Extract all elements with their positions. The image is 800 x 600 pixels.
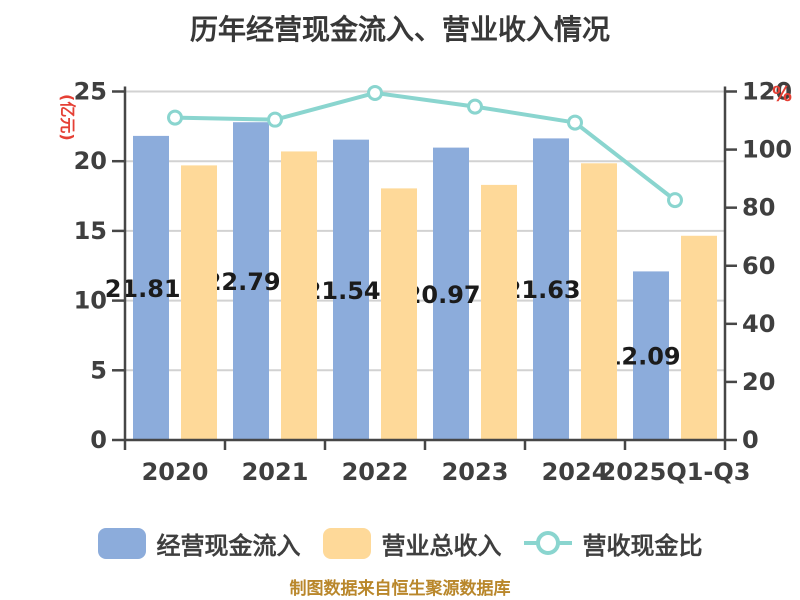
bar-revenue-2024 (581, 163, 617, 440)
bar-cash-inflow-2023 (433, 147, 469, 440)
legend-swatch-cash-ratio-line-marker-icon (523, 528, 572, 559)
legend-item-operating-cash-inflow: 经营现金流入 (97, 526, 301, 561)
chart-legend: 经营现金流入 营业总收入 营收现金比 (0, 521, 800, 565)
legend-label-revenue: 营业总收入 (381, 531, 502, 560)
x-category-label-2025Q1-Q3: 2025Q1-Q3 (600, 458, 751, 486)
right-tick-label-20: 20 (742, 368, 775, 396)
left-tick-label-5: 5 (90, 356, 107, 384)
cash-ratio-marker-2020 (167, 109, 183, 126)
left-axis-unit-label: (亿元) (58, 94, 77, 141)
cash-ratio-marker-2021 (267, 111, 283, 128)
left-tick-label-15: 15 (74, 217, 107, 245)
bar-revenue-2021 (281, 151, 317, 440)
chart-title: 历年经营现金流入、营业收入情况 (189, 13, 610, 46)
bar-revenue-2025Q1-Q3 (681, 235, 717, 440)
right-tick-label-100: 100 (742, 136, 792, 164)
bar-cash-inflow-2025Q1-Q3 (633, 271, 669, 440)
cash-ratio-marker-2024 (567, 114, 583, 131)
bar-revenue-2020 (181, 165, 217, 440)
left-tick-label-0: 0 (90, 426, 107, 454)
legend-swatch-cash-inflow (97, 527, 146, 559)
left-tick-label-10: 10 (74, 287, 107, 315)
bar-revenue-2023 (481, 184, 517, 440)
legend-item-cash-ratio: 营收现金比 (523, 526, 703, 561)
x-category-label-2024: 2024 (542, 458, 609, 486)
right-axis-unit-label: % (772, 82, 792, 106)
x-category-label-2023: 2023 (442, 458, 509, 486)
legend-label-cash-ratio: 营收现金比 (582, 531, 703, 560)
legend-item-total-revenue: 营业总收入 (322, 526, 502, 561)
legend-label-cash-inflow: 经营现金流入 (156, 531, 301, 560)
x-category-label-2022: 2022 (342, 458, 409, 486)
bar-revenue-2022 (381, 188, 417, 440)
right-tick-label-120: 120 (742, 78, 792, 106)
x-category-label-2020: 2020 (142, 458, 209, 486)
cash-ratio-marker-2022 (367, 84, 383, 101)
right-tick-label-40: 40 (742, 310, 775, 338)
cash-ratio-line (173, 90, 677, 203)
bar-cash-inflow-2020 (133, 135, 169, 440)
cash-ratio-marker-2025Q1-Q3 (667, 192, 683, 209)
right-tick-label-0: 0 (742, 426, 759, 454)
right-tick-label-60: 60 (742, 252, 775, 280)
right-tick-label-80: 80 (742, 194, 775, 222)
bar-cash-inflow-2022 (333, 139, 369, 441)
cash-ratio-marker-2023 (467, 98, 483, 115)
x-category-label-2021: 2021 (242, 458, 309, 486)
left-tick-label-20: 20 (74, 147, 107, 175)
left-tick-label-25: 25 (74, 78, 107, 106)
legend-swatch-revenue (322, 527, 371, 559)
data-source-caption: 制图数据来自恒生聚源数据库 (289, 579, 511, 599)
bar-cash-inflow-2021 (233, 122, 269, 440)
bar-cash-inflow-2024 (533, 138, 569, 440)
